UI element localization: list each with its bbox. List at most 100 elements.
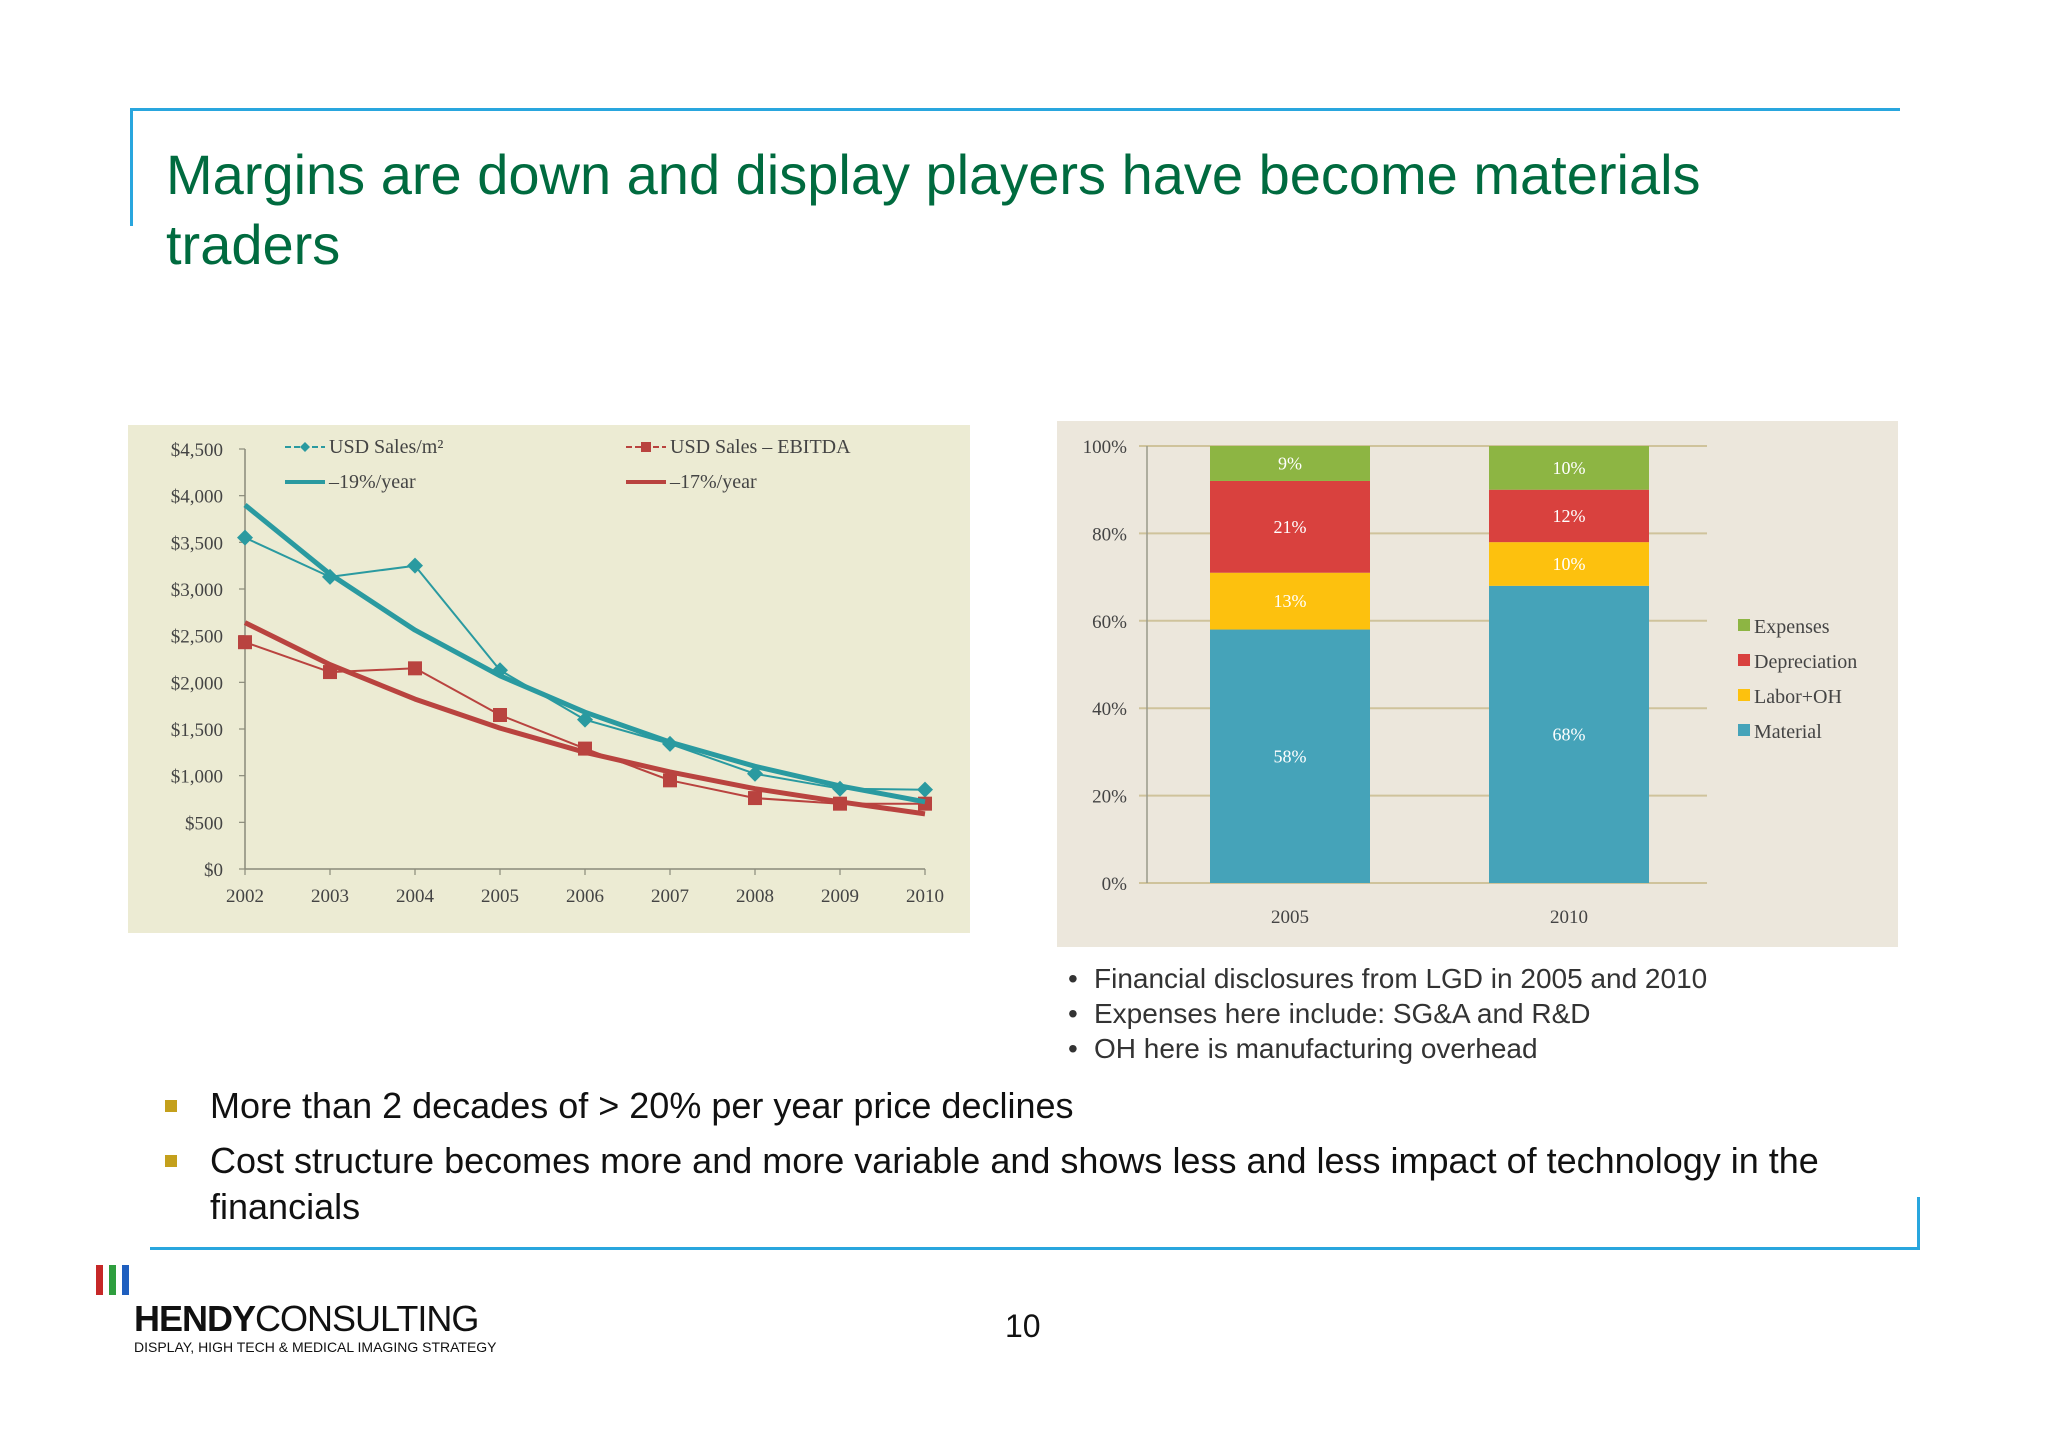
top-rule [130,108,1900,111]
y-tick-label: 40% [1092,699,1127,720]
bullet-text: Cost structure becomes more and more var… [210,1140,1819,1227]
legend-label: –19%/year [328,471,416,493]
y-tick-label: $4,500 [171,440,223,461]
bullet-dot: • [1068,998,1078,1029]
x-tick-label: 2002 [226,886,264,907]
legend-swatch [1738,619,1750,631]
x-tick-label: 2010 [1550,907,1588,928]
legend-swatch [1738,654,1750,666]
bar-value-label: 68% [1553,724,1586,744]
diamond-point [577,711,593,728]
bar-value-label: 12% [1553,506,1586,526]
note-item: • Expenses here include: SG&A and R&D [1068,996,1828,1031]
logo-bar-green [109,1265,116,1295]
y-tick-label: $500 [185,813,223,834]
diamond-point [917,781,933,798]
legend-label: USD Sales/m² [329,436,443,458]
y-tick-label: $1,500 [171,720,223,741]
bullet-dot: • [1068,1033,1078,1064]
chart-notes: • Financial disclosures from LGD in 2005 … [1068,961,1828,1066]
bar-segment [1210,480,1370,573]
note-text: Expenses here include: SG&A and R&D [1094,998,1591,1029]
logo-wordmark: HENDYCONSULTING [134,1298,479,1340]
y-tick-label: 100% [1083,437,1128,458]
page-number: 10 [1005,1308,1041,1344]
bar-value-label: 10% [1553,458,1586,478]
x-tick-label: 2010 [906,886,944,907]
diamond-point [492,662,508,679]
note-item: • Financial disclosures from LGD in 2005 … [1068,961,1828,996]
legend-swatch [1738,724,1750,736]
bullet-square-icon [165,1100,177,1112]
stacked-bar-chart-panel: 0% 20% 40% 60% 80% 100% 58% 13% 21% 9% 2005 68% 10% 1… [1057,421,1898,947]
bar-value-label: 58% [1274,746,1307,766]
x-tick-label: 2004 [396,886,435,907]
square-point [493,708,507,722]
x-tick-label: 2007 [651,886,689,907]
note-text: Financial disclosures from LGD in 2005 a… [1094,963,1708,994]
line-chart: $0 $500 $1,000 $1,500 $2,000 $2,500 $3,000 $3,5… [171,436,944,907]
legend-diamond-marker [300,442,310,452]
bar-segment [1210,572,1370,630]
y-tick-label: $3,000 [171,580,223,601]
diamond-point [407,557,423,574]
bar-segment [1210,446,1370,481]
square-point [238,635,252,650]
logo-name-light: CONSULTING [255,1298,479,1339]
bottom-rule [150,1247,1920,1250]
square-point [748,791,762,806]
line-chart-panel: $0 $500 $1,000 $1,500 $2,000 $2,500 $3,000 $3,5… [128,425,970,933]
y-tick-label: 80% [1092,524,1127,545]
bar-segment [1210,629,1370,883]
bar-segment [1489,446,1649,490]
x-tick-label: 2009 [821,886,859,907]
square-point [663,773,677,788]
bullet-item: More than 2 decades of > 20% per year pr… [160,1083,1900,1129]
trend-line [243,503,926,805]
y-tick-label: $0 [204,860,223,881]
y-tick-label: 60% [1092,612,1127,633]
square-point [408,661,422,676]
diamond-point [747,765,763,782]
legend-label: Depreciation [1754,651,1857,673]
bar-value-label: 9% [1278,453,1302,473]
logo-bar-red [96,1265,103,1295]
bar-value-label: 13% [1274,591,1307,611]
x-tick-label: 2005 [1271,907,1309,928]
legend-square-marker [641,442,651,452]
bullet-square-icon [165,1155,177,1167]
legend-label: Expenses [1754,616,1830,638]
stacked-bar-chart: 0% 20% 40% 60% 80% 100% 58% 13% 21% 9% 2005 68% 10% 1… [1083,437,1858,928]
y-tick-label: 20% [1092,787,1127,808]
x-tick-label: 2008 [736,886,774,907]
bar-value-label: 10% [1553,554,1586,574]
note-text: OH here is manufacturing overhead [1094,1033,1538,1064]
legend-label: USD Sales – EBITDA [670,436,851,458]
y-tick-label: $4,000 [171,487,223,508]
bar-value-label: 21% [1274,517,1307,537]
logo-bar-blue [122,1265,129,1295]
y-tick-label: $3,500 [171,533,223,554]
company-logo: HENDYCONSULTING DISPLAY, HIGH TECH & MED… [96,1265,536,1365]
y-tick-label: $2,500 [171,627,223,648]
bottom-rule-tick [1917,1197,1920,1250]
y-tick-label: $2,000 [171,673,223,694]
legend-label: Material [1754,721,1822,743]
trend-line [243,620,926,817]
bar-segment [1489,489,1649,543]
slide-title: Margins are down and display players hav… [166,143,1701,276]
legend-label: Labor+OH [1754,686,1842,708]
x-tick-label: 2005 [481,886,519,907]
logo-name-bold: HENDY [134,1298,256,1339]
bullet-list: More than 2 decades of > 20% per year pr… [160,1083,1900,1239]
legend-label: –17%/year [669,471,757,493]
x-tick-label: 2006 [566,886,604,907]
y-tick-label: 0% [1102,874,1128,895]
bar-segment [1489,585,1649,883]
note-item: • OH here is manufacturing overhead [1068,1031,1828,1066]
bar-segment [1489,542,1649,586]
legend-swatch [1738,689,1750,701]
top-rule-tick [130,108,133,226]
y-tick-label: $1,000 [171,767,223,788]
x-tick-label: 2003 [311,886,349,907]
